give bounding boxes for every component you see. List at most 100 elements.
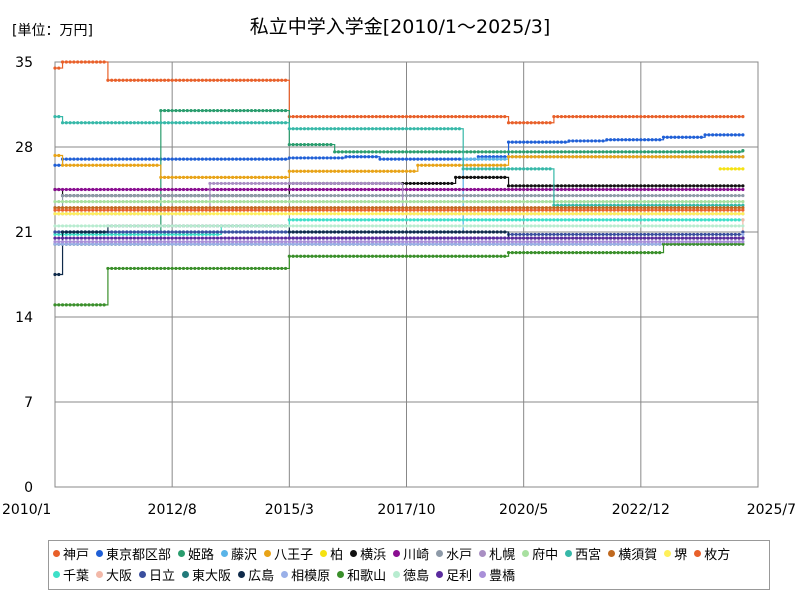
data-point	[386, 254, 390, 258]
data-point	[639, 240, 643, 244]
data-point	[590, 240, 594, 244]
data-point	[212, 175, 216, 179]
data-point	[412, 240, 416, 244]
data-point	[98, 224, 102, 228]
data-point	[302, 200, 307, 204]
data-point	[680, 242, 685, 246]
data-point	[654, 193, 658, 198]
data-point	[707, 224, 711, 228]
data-point	[159, 200, 163, 204]
data-point	[370, 155, 375, 159]
data-point	[234, 193, 239, 198]
legend-label: 東大阪	[192, 569, 232, 584]
data-point	[155, 187, 159, 192]
data-point	[60, 121, 65, 125]
data-point	[612, 150, 616, 154]
data-point	[393, 208, 397, 212]
data-point	[389, 240, 393, 244]
data-point	[57, 303, 61, 307]
data-point	[654, 251, 658, 255]
data-point	[627, 200, 632, 204]
data-point	[525, 193, 530, 198]
data-point	[548, 206, 552, 210]
data-point	[469, 212, 473, 216]
data-point	[556, 218, 560, 222]
data-point	[665, 242, 669, 246]
data-point	[257, 230, 261, 234]
data-point	[620, 115, 624, 119]
data-point	[106, 200, 110, 204]
data-point	[420, 212, 424, 216]
data-point	[446, 240, 450, 244]
data-point	[151, 240, 155, 244]
data-point	[110, 157, 114, 161]
data-point	[692, 115, 696, 119]
data-point	[200, 230, 205, 234]
data-point	[234, 78, 239, 82]
data-point	[287, 254, 291, 258]
data-point	[393, 181, 397, 186]
data-point	[249, 266, 254, 271]
data-point	[329, 200, 333, 204]
data-point	[699, 232, 703, 237]
data-point	[159, 266, 163, 271]
data-point	[355, 206, 359, 210]
data-point	[359, 212, 363, 216]
data-point	[707, 193, 711, 198]
data-point	[117, 78, 121, 82]
data-point	[488, 218, 492, 222]
data-point	[442, 193, 446, 198]
data-point	[401, 115, 405, 119]
data-point	[147, 121, 152, 125]
data-point	[340, 181, 344, 186]
data-point	[548, 218, 552, 222]
legend-marker-icon	[522, 550, 530, 557]
data-point	[333, 242, 337, 246]
data-point	[344, 212, 348, 216]
data-point	[499, 208, 503, 212]
data-point	[147, 206, 152, 210]
data-point	[204, 232, 208, 237]
data-point	[552, 155, 556, 159]
data-point	[529, 236, 533, 240]
data-point	[484, 218, 488, 222]
data-point	[593, 212, 598, 216]
data-point	[416, 193, 420, 198]
data-point	[578, 139, 582, 143]
data-point	[333, 181, 337, 186]
data-point	[446, 224, 450, 228]
data-point	[506, 167, 511, 171]
data-point	[510, 121, 514, 125]
data-point	[423, 240, 427, 244]
data-point	[525, 240, 530, 244]
data-point	[593, 206, 598, 210]
data-point	[472, 150, 477, 154]
data-point	[446, 242, 450, 246]
data-point	[499, 236, 503, 240]
data-point	[265, 240, 269, 244]
data-point	[249, 212, 254, 216]
data-point	[408, 242, 412, 246]
data-point	[427, 218, 431, 222]
data-point	[556, 251, 560, 255]
data-point	[669, 232, 673, 237]
data-point	[227, 187, 231, 192]
data-point	[699, 200, 703, 204]
data-point	[79, 236, 84, 240]
data-point	[733, 242, 737, 246]
data-point	[87, 303, 91, 307]
data-point	[163, 121, 167, 125]
data-point	[268, 212, 273, 216]
data-point	[559, 251, 564, 255]
data-point	[83, 240, 87, 244]
data-point	[374, 181, 378, 186]
data-point	[215, 224, 220, 228]
data-point	[128, 187, 133, 192]
data-point	[136, 230, 140, 234]
data-point	[110, 240, 114, 244]
legend-marker-icon	[436, 550, 444, 557]
data-point	[299, 212, 303, 216]
data-point	[741, 149, 745, 153]
data-point	[94, 163, 99, 167]
data-point	[231, 121, 235, 125]
